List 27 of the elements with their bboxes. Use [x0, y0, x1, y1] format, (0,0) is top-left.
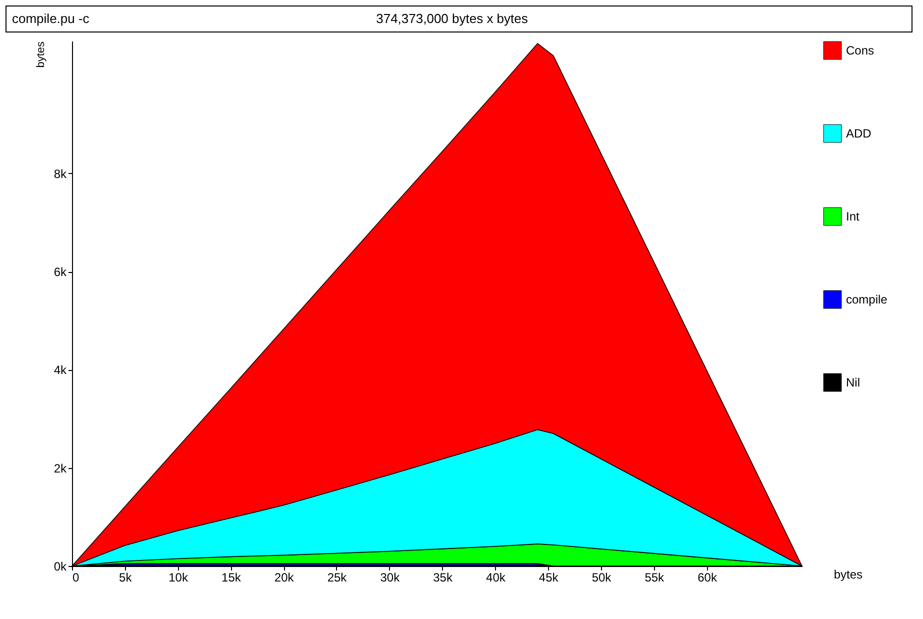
- x-tick-label: 25k: [327, 570, 348, 584]
- x-tick-label: 35k: [433, 570, 454, 584]
- x-tick-label: 60k: [698, 570, 718, 584]
- y-tick-label: 2k: [54, 461, 68, 476]
- y-tick-label: 0k: [54, 560, 68, 574]
- x-tick-label: 50k: [592, 570, 612, 584]
- y-tick-label: 8k: [54, 166, 68, 181]
- legend-label: compile: [846, 292, 888, 306]
- x-tick-label: 45k: [538, 570, 560, 584]
- x-tick-label: 5k: [119, 570, 133, 584]
- legend-label: Int: [846, 210, 860, 224]
- x-tick-label: 40k: [486, 570, 506, 584]
- legend-label: Nil: [846, 376, 860, 390]
- chart-title: compile.pu -c: [12, 11, 90, 26]
- legend-label: ADD: [846, 126, 872, 140]
- x-tick-label: 30k: [380, 570, 401, 584]
- y-tick-label: 6k: [54, 265, 68, 280]
- chart-subtitle: 374,373,000 bytes x bytes: [376, 11, 528, 26]
- legend-label: Cons: [846, 44, 874, 58]
- y-tick-label: 4k: [54, 363, 68, 378]
- x-tick-label: 20k: [274, 570, 295, 584]
- x-tick-label: 10k: [168, 570, 189, 584]
- x-axis-title: bytes: [834, 568, 862, 582]
- x-tick-label: 55k: [644, 570, 666, 584]
- y-axis-title: bytes: [34, 41, 47, 68]
- x-tick-label: 0: [72, 570, 80, 584]
- x-tick-label: 15k: [222, 570, 242, 584]
